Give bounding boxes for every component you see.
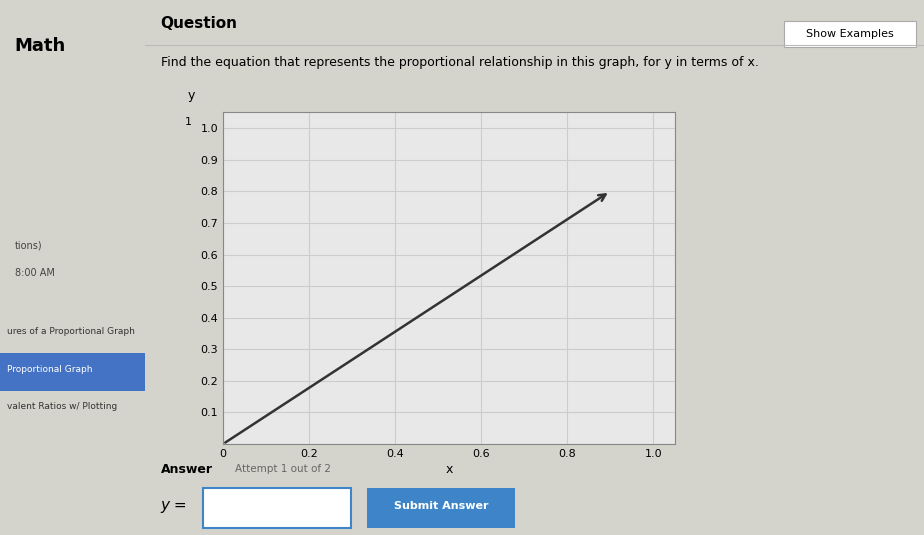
Text: Math: Math [15,37,66,56]
Text: Proportional Graph: Proportional Graph [7,365,92,373]
Text: 8:00 AM: 8:00 AM [15,268,55,278]
Text: y =: y = [161,498,188,513]
Bar [784,21,917,47]
Y-axis label: y: y [188,89,195,102]
Text: Attempt 1 out of 2: Attempt 1 out of 2 [235,464,331,475]
Text: Submit Answer: Submit Answer [394,501,488,510]
Text: Question: Question [161,16,237,31]
X-axis label: x: x [445,463,453,476]
Text: Find the equation that represents the proportional relationship in this graph, f: Find the equation that represents the pr… [161,56,759,69]
Bar [367,488,515,528]
Text: tions): tions) [15,241,43,251]
Text: valent Ratios w/ Plotting: valent Ratios w/ Plotting [7,402,117,411]
Text: Show Examples: Show Examples [806,29,894,39]
Text: Answer: Answer [161,463,213,476]
Text: 1: 1 [184,117,191,127]
Text: ures of a Proportional Graph: ures of a Proportional Graph [7,327,135,336]
Bar [0,353,145,391]
Bar [203,488,351,528]
